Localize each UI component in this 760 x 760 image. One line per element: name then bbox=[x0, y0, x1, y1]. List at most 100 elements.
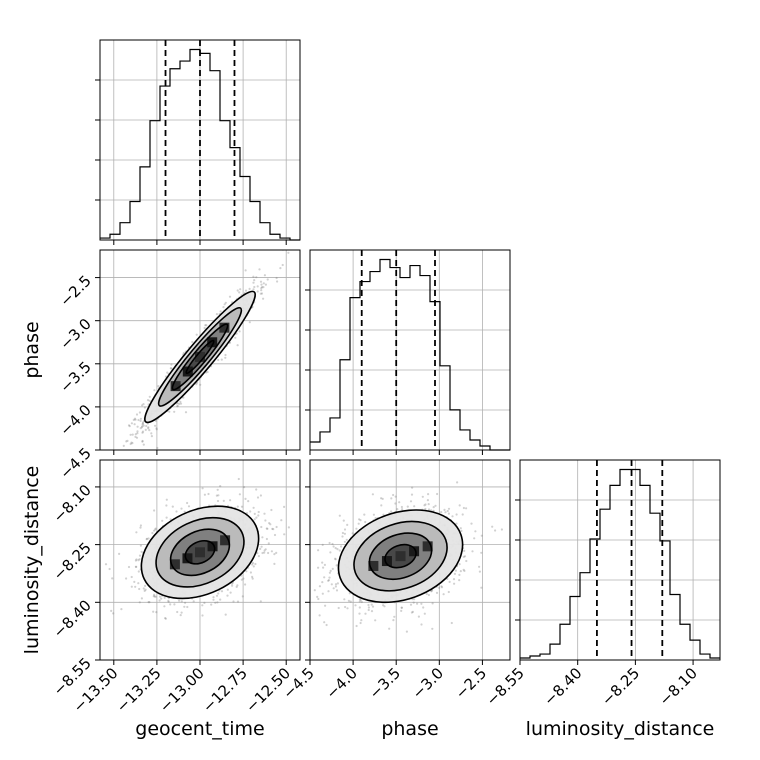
panel-phase-vs-luminosity-distance-point bbox=[413, 505, 416, 508]
panel-geocent-time-vs-luminosity-distance-point bbox=[184, 601, 187, 604]
panel-geocent-time-vs-phase-point bbox=[145, 424, 148, 428]
panel-phase-vs-luminosity-distance-point bbox=[422, 606, 425, 609]
panel-geocent-time-vs-phase-point bbox=[179, 400, 182, 403]
panel-geocent-time-vs-luminosity-distance-point bbox=[187, 505, 191, 508]
panel-phase-vs-luminosity-distance-point bbox=[346, 523, 349, 527]
panel-phase-vs-luminosity-distance-point bbox=[374, 619, 377, 622]
panel-phase-vs-luminosity-distance-point bbox=[478, 570, 481, 573]
panel-geocent-time-vs-phase-point bbox=[262, 282, 265, 285]
panel-geocent-time-vs-luminosity-distance-point bbox=[263, 551, 266, 554]
panel-geocent-time-vs-luminosity-distance-point bbox=[175, 510, 178, 513]
panel-geocent-time-vs-phase-point bbox=[139, 419, 142, 422]
panel-geocent-time-vs-phase-contour-0 bbox=[185, 339, 215, 375]
panel-geocent-time-vs-phase-point bbox=[224, 301, 227, 304]
panel-geocent-time-vs-luminosity-distance-point bbox=[186, 501, 189, 505]
panel-phase-vs-luminosity-distance-point bbox=[360, 619, 363, 622]
panel-phase-vs-luminosity-distance-point bbox=[358, 612, 361, 615]
panel-geocent-time-vs-phase-point bbox=[141, 431, 144, 434]
panel-geocent-time-vs-luminosity-distance-point bbox=[130, 575, 133, 579]
panel-geocent-time-vs-luminosity-distance-point bbox=[138, 587, 141, 591]
panel-phase-vs-luminosity-distance-point bbox=[393, 615, 396, 618]
panel-geocent-time-vs-phase-point bbox=[239, 288, 242, 291]
panel-geocent-time-vs-phase-point bbox=[136, 425, 139, 428]
panel-geocent-time-vs-luminosity-distance-point bbox=[158, 599, 161, 602]
panel-geocent-time-vs-phase-point bbox=[129, 433, 132, 436]
panel-geocent-time-vs-phase-point bbox=[137, 418, 140, 422]
panel-phase-vs-luminosity-distance-point bbox=[411, 486, 414, 489]
panel-geocent-time-vs-phase-core-cell-2 bbox=[195, 351, 205, 362]
panel-phase-vs-luminosity-distance-point bbox=[355, 527, 358, 530]
panel-phase-vs-luminosity-distance-point bbox=[334, 585, 337, 588]
panel-geocent-time-vs-luminosity-distance-point bbox=[145, 537, 149, 540]
panel-geocent-time-vs-phase-point bbox=[134, 418, 137, 421]
panel-geocent-time-vs-phase-point bbox=[179, 402, 183, 405]
panel-geocent-time-vs-luminosity-distance-point bbox=[255, 516, 258, 519]
panel-geocent-time-vs-luminosity-distance-point bbox=[231, 582, 234, 585]
panel-phase-vs-luminosity-distance-point bbox=[331, 542, 334, 546]
hist-phase-step-line bbox=[310, 258, 510, 451]
panel-geocent-time-vs-luminosity-distance-point bbox=[257, 510, 260, 514]
panel-phase-vs-luminosity-distance-point bbox=[480, 551, 483, 554]
panel-geocent-time-vs-luminosity-distance-point bbox=[264, 548, 267, 551]
panel-phase-vs-luminosity-distance-point bbox=[413, 598, 416, 601]
panel-phase-vs-luminosity-distance-point bbox=[343, 540, 346, 543]
panel-geocent-time-vs-luminosity-distance-point bbox=[269, 523, 272, 526]
panel-geocent-time-vs-phase-point bbox=[252, 275, 255, 278]
panel-phase-vs-luminosity-distance-point bbox=[491, 525, 494, 528]
hist-phase-frame bbox=[309, 249, 511, 451]
panel-geocent-time-vs-luminosity-distance-point bbox=[167, 600, 170, 603]
panel-phase-vs-luminosity-distance-point bbox=[432, 506, 435, 509]
panel-phase-vs-luminosity-distance-point bbox=[351, 532, 354, 535]
panel-geocent-time-vs-phase-point bbox=[139, 417, 142, 420]
panel-phase-vs-luminosity-distance-point bbox=[327, 590, 330, 593]
panel-phase-vs-luminosity-distance-point bbox=[417, 615, 420, 618]
panel-phase-vs-luminosity-distance-point bbox=[382, 604, 385, 607]
panel-geocent-time-vs-luminosity-distance-point bbox=[145, 538, 148, 541]
panel-geocent-time-vs-luminosity-distance-point bbox=[180, 507, 183, 510]
panel-geocent-time-vs-phase-point bbox=[220, 358, 223, 361]
panel-geocent-time-vs-phase-point bbox=[253, 285, 256, 289]
panel-geocent-time-vs-luminosity-distance-point bbox=[219, 598, 222, 601]
panel-phase-vs-luminosity-distance-point bbox=[343, 598, 346, 601]
panel-geocent-time-vs-phase-point bbox=[281, 263, 284, 267]
panel-geocent-time-vs-phase-point bbox=[217, 358, 220, 362]
panel-geocent-time-vs-luminosity-distance-point bbox=[148, 601, 151, 604]
panel-phase-vs-luminosity-distance-point bbox=[318, 585, 321, 588]
panel-geocent-time-vs-phase-point bbox=[252, 281, 255, 284]
panel-phase-vs-luminosity-distance-point bbox=[357, 522, 360, 525]
panel-phase-vs-luminosity-distance-point bbox=[442, 593, 445, 596]
panel-geocent-time-vs-luminosity-distance-point bbox=[201, 614, 204, 617]
x-axis-label-geocent-time: geocent_time bbox=[135, 718, 264, 740]
panel-geocent-time-vs-luminosity-distance-point bbox=[272, 528, 275, 531]
panel-geocent-time-vs-luminosity-distance-point bbox=[203, 601, 206, 605]
panel-phase-vs-luminosity-distance-point bbox=[438, 586, 441, 590]
panel-geocent-time-vs-luminosity-distance-point bbox=[240, 578, 243, 581]
panel-phase-vs-luminosity-distance-point bbox=[323, 621, 326, 624]
panel-phase-vs-luminosity-distance-point bbox=[410, 611, 413, 614]
panel-phase-vs-luminosity-distance-point bbox=[332, 587, 335, 590]
panel-phase-vs-luminosity-distance-point bbox=[421, 495, 424, 498]
panel-phase-vs-luminosity-distance-point bbox=[345, 538, 348, 541]
panel-geocent-time-vs-luminosity-distance-point bbox=[186, 605, 189, 609]
panel-phase-vs-luminosity-distance-point bbox=[459, 527, 462, 530]
panel-phase-vs-luminosity-distance-point bbox=[367, 608, 370, 612]
panel-geocent-time-vs-luminosity-distance-point bbox=[153, 509, 156, 512]
panel-phase-vs-luminosity-distance-point bbox=[370, 610, 374, 613]
panel-geocent-time-vs-luminosity-distance-point bbox=[152, 595, 155, 598]
panel-phase-vs-luminosity-distance-point bbox=[406, 505, 409, 508]
panel-geocent-time-vs-phase-contour-3 bbox=[144, 290, 256, 424]
panel-geocent-time-vs-luminosity-distance-point bbox=[201, 604, 204, 607]
panel-geocent-time-vs-phase-point bbox=[141, 430, 145, 433]
panel-phase-vs-luminosity-distance-point bbox=[318, 614, 321, 617]
panel-phase-vs-luminosity-distance-point bbox=[388, 627, 391, 630]
panel-phase-vs-luminosity-distance-point bbox=[363, 513, 366, 516]
panel-geocent-time-vs-phase-point bbox=[248, 287, 251, 290]
panel-geocent-time-vs-phase-point bbox=[157, 385, 160, 388]
panel-geocent-time-vs-phase-point bbox=[255, 276, 258, 279]
panel-geocent-time-vs-luminosity-distance-point bbox=[280, 519, 283, 522]
panel-geocent-time-vs-phase-point bbox=[236, 344, 239, 347]
panel-geocent-time-vs-luminosity-distance-point bbox=[267, 542, 270, 545]
panel-phase-vs-luminosity-distance-point bbox=[455, 522, 458, 525]
panel-geocent-time-vs-luminosity-distance-point bbox=[134, 565, 137, 568]
